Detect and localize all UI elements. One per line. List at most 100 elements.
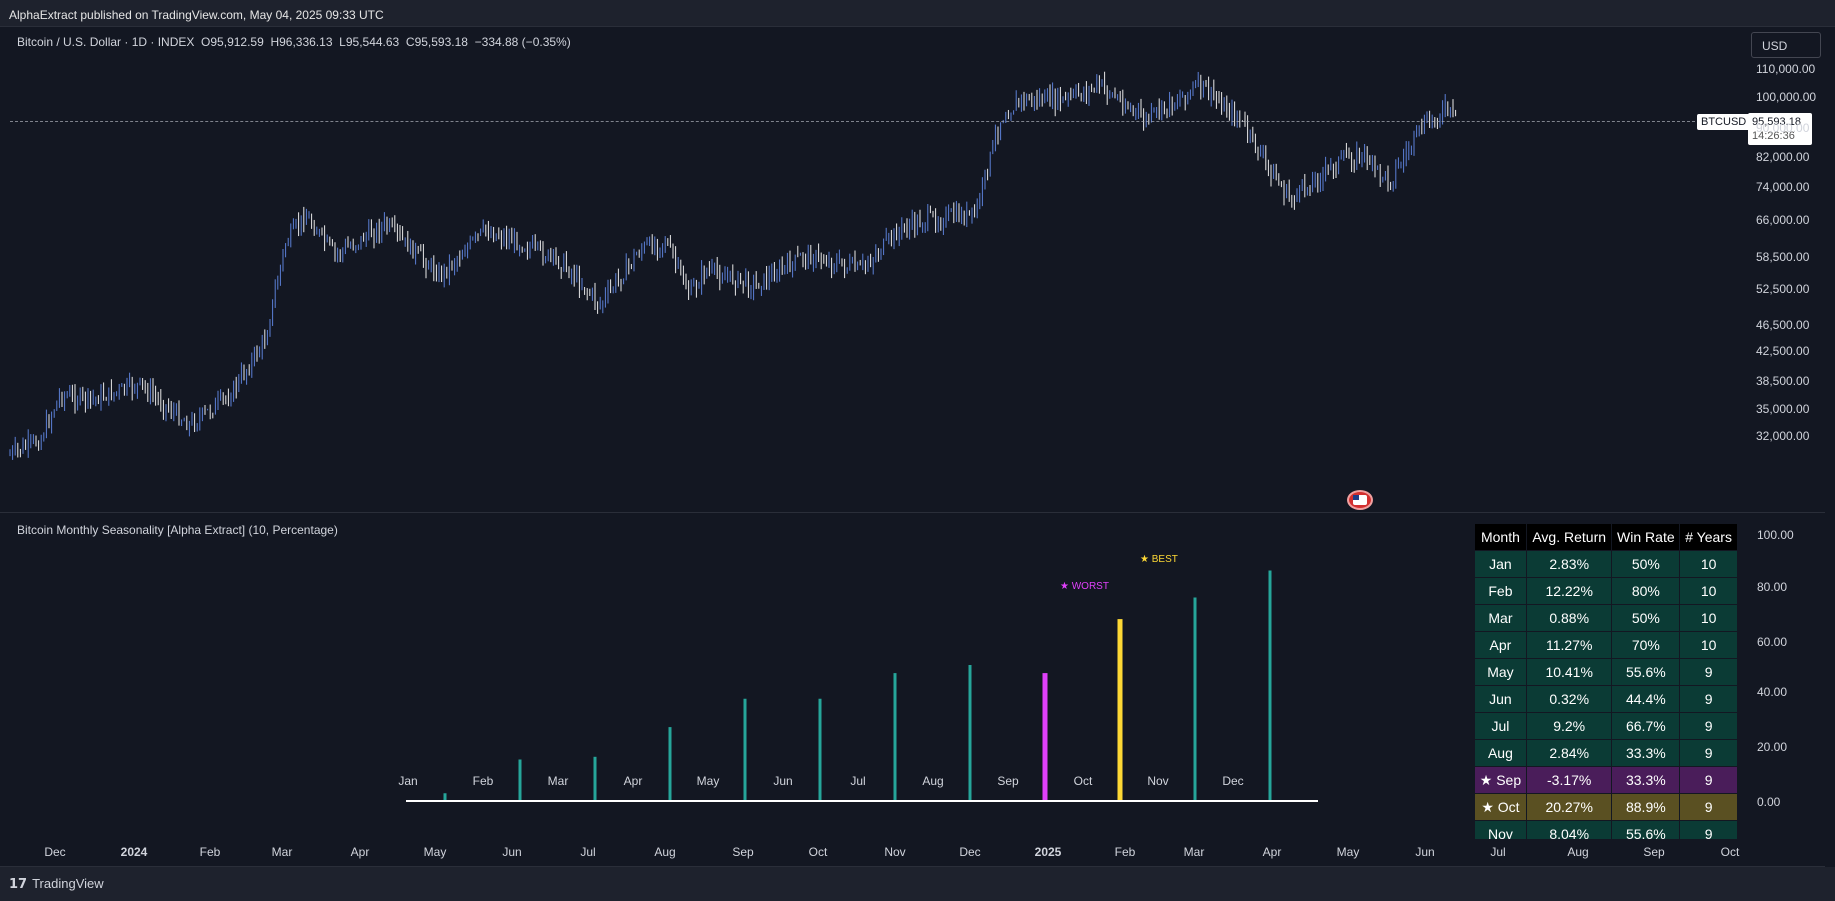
table-row: Jul 9.2% 66.7% 9 [1474,712,1738,740]
bar-feb [518,759,522,800]
publish-bar: AlphaExtract published on TradingView.co… [0,0,1835,27]
time-axis-label: Nov [884,845,906,859]
month-label-may: May [696,774,720,788]
table-cell-win: 50% [1611,604,1681,632]
bar-mar [593,756,597,800]
time-axis-label: Dec [44,845,66,859]
time-axis-label: Jun [1415,845,1435,859]
price-axis-label: 42,500.00 [1756,344,1810,358]
bar-countdown: 14:26:36 [1752,130,1795,142]
table-cell-month: Feb [1474,577,1527,605]
table-cell-month: ★ Sep [1474,766,1527,794]
currency-button[interactable]: USD [1751,32,1821,58]
table-cell-month: Apr [1474,631,1527,659]
month-label-feb: Feb [472,774,494,788]
table-cell-ret: 2.84% [1525,739,1613,767]
last-price-line [10,121,1700,122]
time-axis-label: Dec [959,845,981,859]
open-value: O95,912.59 [201,35,264,49]
time-axis-label: Aug [1567,845,1589,859]
bar-nov [1193,597,1197,800]
table-cell-month: Mar [1474,604,1527,632]
time-axis-label: Jun [502,845,522,859]
table-cell-years: 9 [1679,658,1738,686]
table-cell-win: 33.3% [1611,766,1681,794]
table-cell-ret: 20.27% [1525,793,1613,821]
table-row: ★ Sep -3.17% 33.3% 9 [1474,766,1738,794]
table-cell-years: 10 [1679,604,1738,632]
table-cell-ret: 10.41% [1525,658,1613,686]
time-axis-label: Apr [1262,845,1282,859]
last-price-badge: 95,593.18 14:26:36 [1748,113,1812,145]
table-cell-month: May [1474,658,1527,686]
publish-text: AlphaExtract published on TradingView.co… [9,8,384,22]
indicator-axis-label: 40.00 [1757,685,1788,699]
table-cell-win: 50% [1611,550,1681,578]
table-cell-win: 55.6% [1611,658,1681,686]
table-row: Feb 12.22% 80% 10 [1474,577,1738,605]
month-label-nov: Nov [1147,774,1169,788]
time-axis-label: May [1336,845,1360,859]
table-cell-month: Jan [1474,550,1527,578]
time-axis-label: Mar [1183,845,1205,859]
close-value: C95,593.18 [405,35,468,49]
table-row: Nov 8.04% 55.6% 9 [1474,820,1738,839]
time-axis-label: 2024 [120,845,148,859]
bar-dec [1268,570,1272,800]
time-axis-label: Mar [271,845,293,859]
month-label-sep: Sep [997,774,1019,788]
table-cell-win: 70% [1611,631,1681,659]
time-axis-label: Feb [199,845,221,859]
table-cell-win: 80% [1611,577,1681,605]
price-axis-label: 52,500.00 [1756,282,1810,296]
time-axis-label: Sep [732,845,754,859]
symbol-legend[interactable]: Bitcoin / U.S. Dollar · 1D · INDEX O95,9… [17,35,571,49]
table-cell-years: 9 [1679,793,1738,821]
time-axis-label: Sep [1643,845,1665,859]
table-cell-win: 44.4% [1611,685,1681,713]
tradingview-logo-icon: 17 [9,877,28,892]
bar-jul [893,673,897,800]
table-cell-month: Jun [1474,685,1527,713]
table-cell-years: 9 [1679,820,1738,839]
indicator-axis-label: 0.00 [1757,795,1781,809]
us-flag-icon[interactable] [1347,490,1373,510]
table-cell-ret: -3.17% [1525,766,1613,794]
table-cell-ret: 2.83% [1525,550,1613,578]
pane-divider[interactable] [0,512,1825,513]
price-axis-label: 74,000.00 [1756,180,1810,194]
worst-label: ★ WORST [1060,581,1109,592]
table-row: Jan 2.83% 50% 10 [1474,550,1738,578]
table-cell-ret: 0.88% [1525,604,1613,632]
time-axis-border [0,866,1825,867]
price-axis-label: 46,500.00 [1756,318,1810,332]
ticker-badge: BTCUSD [1697,114,1751,130]
low-value: L95,544.63 [339,35,400,49]
month-label-jul: Jul [850,774,866,788]
table-cell-month: Nov [1474,820,1527,839]
bar-sep [1042,673,1048,800]
price-axis-label: 32,000.00 [1756,429,1810,443]
table-cell-win: 88.9% [1611,793,1681,821]
table-cell-ret: 0.32% [1525,685,1613,713]
table-cell-years: 9 [1679,712,1738,740]
best-label: ★ BEST [1140,554,1178,565]
table-cell-month: Jul [1474,712,1527,740]
indicator-title[interactable]: Bitcoin Monthly Seasonality [Alpha Extra… [17,523,338,537]
month-label-jun: Jun [773,774,793,788]
price-axis-label: 82,000.00 [1756,150,1810,164]
table-row: Apr 11.27% 70% 10 [1474,631,1738,659]
table-row: Aug 2.84% 33.3% 9 [1474,739,1738,767]
time-axis-label: Jul [1490,845,1506,859]
price-axis-label: 66,000.00 [1756,213,1810,227]
table-cell-years: 9 [1679,766,1738,794]
month-label-aug: Aug [922,774,944,788]
table-cell-month: Aug [1474,739,1527,767]
high-value: H96,336.13 [270,35,333,49]
bar-oct [1117,619,1123,800]
price-axis-label: 90,000.00 [1756,121,1810,135]
tradingview-logo[interactable]: 17 TradingView [9,876,104,892]
price-axis-label: 35,000.00 [1756,402,1810,416]
